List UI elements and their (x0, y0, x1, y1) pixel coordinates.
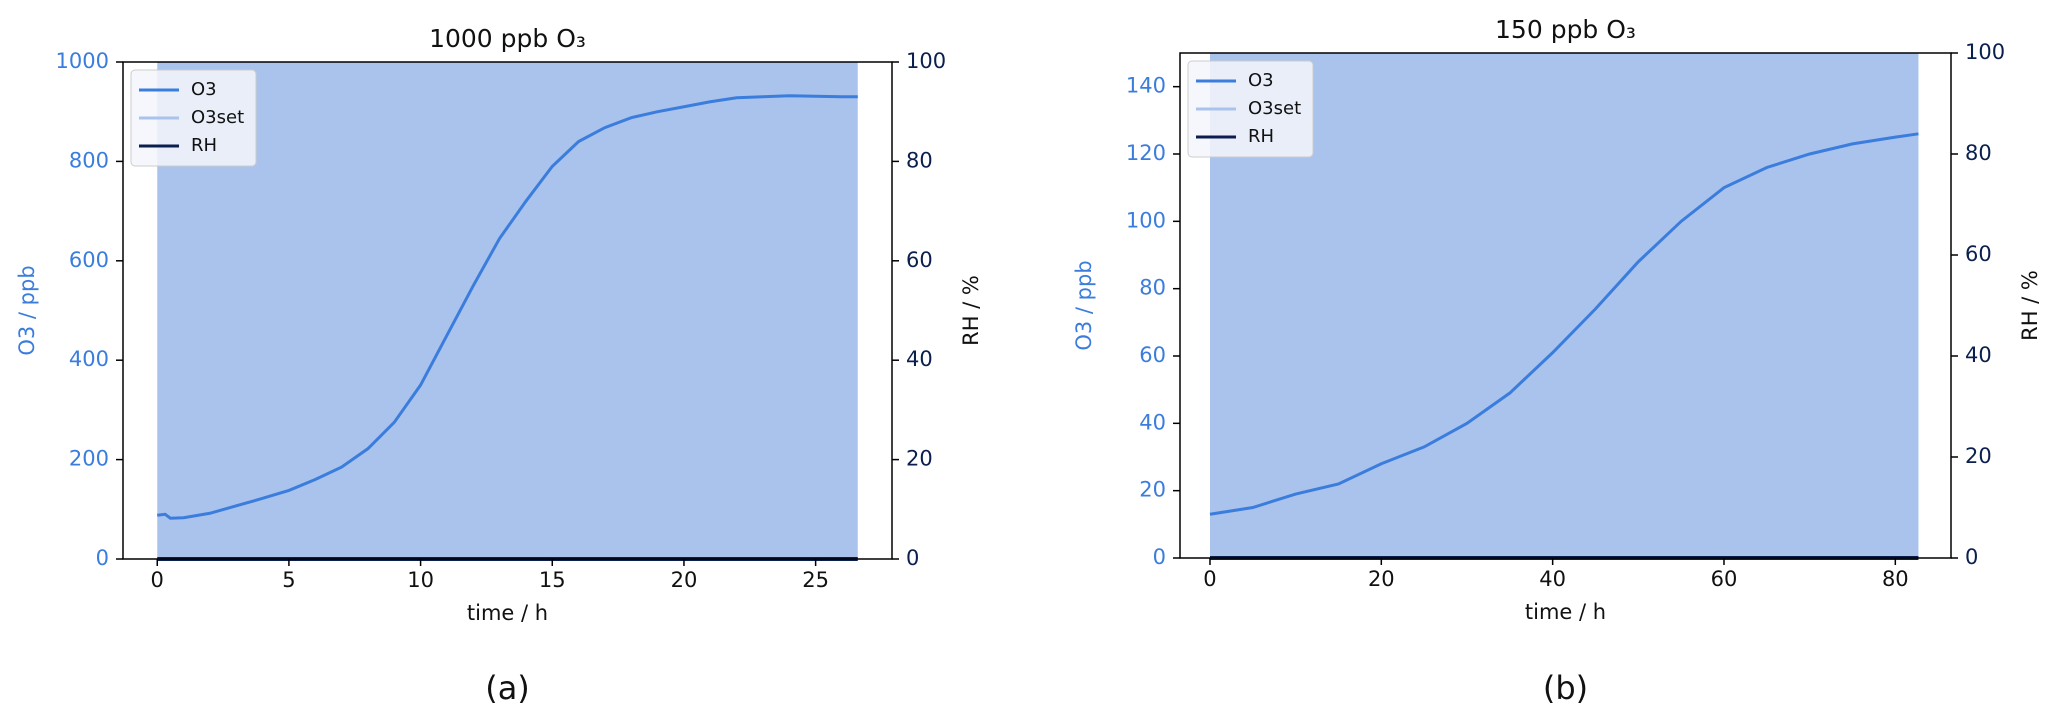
x-tick-label: 20 (1368, 567, 1395, 591)
y2-tick-label: 80 (906, 148, 933, 172)
y2-tick-label: 60 (906, 248, 933, 272)
area (1209, 53, 1919, 558)
y2-tick-label: 100 (906, 49, 946, 73)
legend-label: RH (1248, 126, 1274, 147)
y2-tick-label: 40 (906, 347, 933, 371)
y-tick-label: 400 (69, 347, 109, 371)
y2-tick-label: 20 (906, 447, 933, 471)
x-tick-label: 10 (407, 568, 434, 592)
y-tick-label: 60 (1139, 343, 1166, 367)
y-tick-label: 140 (1126, 74, 1166, 98)
y2-tick-label: 100 (1965, 40, 2005, 64)
caption: (a) (485, 669, 530, 707)
legend-box (1187, 60, 1314, 158)
y-tick-label: 1000 (56, 49, 109, 73)
y-tick-label: 0 (1153, 545, 1166, 569)
y-tick-label: 200 (69, 447, 109, 471)
plot-frame (1179, 52, 1952, 559)
y-tick-label: 800 (69, 148, 109, 172)
y-tick-label: 600 (69, 248, 109, 272)
x-tick-label: 20 (671, 568, 698, 592)
x-tick-label: 80 (1882, 567, 1909, 591)
x-axis-label: time / h (467, 601, 548, 625)
legend-label: O3set (191, 107, 244, 128)
y-tick-label: 100 (1126, 208, 1166, 232)
y-axis-label: O3 / ppb (15, 265, 39, 355)
y2-tick-label: 20 (1965, 444, 1992, 468)
x-axis-label: time / h (1525, 600, 1606, 624)
y2-tick-label: 0 (1965, 545, 1978, 569)
line (1209, 132, 1919, 516)
y2-axis-label: RH / % (959, 275, 983, 346)
y2-axis-label: RH / % (2018, 270, 2042, 341)
y-tick-label: 0 (96, 546, 109, 570)
chart-title: 1000 ppb O₃ (429, 24, 586, 53)
caption: (b) (1543, 669, 1588, 707)
y-tick-label: 120 (1126, 141, 1166, 165)
y-tick-label: 80 (1139, 276, 1166, 300)
x-tick-label: 25 (802, 568, 829, 592)
area (157, 62, 858, 559)
y2-tick-label: 60 (1965, 242, 1992, 266)
y-tick-label: 20 (1139, 478, 1166, 502)
legend-box (130, 69, 257, 167)
y-tick-label: 40 (1139, 410, 1166, 434)
x-tick-label: 60 (1711, 567, 1738, 591)
x-tick-label: 0 (1203, 567, 1216, 591)
legend-label: O3 (1248, 70, 1274, 91)
y-axis-label: O3 / ppb (1072, 260, 1096, 350)
x-tick-label: 40 (1539, 567, 1566, 591)
x-tick-label: 15 (539, 568, 566, 592)
plot-frame (122, 61, 893, 560)
chart-title: 150 ppb O₃ (1495, 15, 1636, 44)
x-tick-label: 0 (151, 568, 164, 592)
legend-label: O3set (1248, 98, 1301, 119)
x-tick-label: 5 (282, 568, 295, 592)
y2-tick-label: 80 (1965, 141, 1992, 165)
line (157, 94, 858, 520)
legend-label: O3 (191, 79, 217, 100)
y2-tick-label: 0 (906, 546, 919, 570)
legend-label: RH (191, 135, 217, 156)
y2-tick-label: 40 (1965, 343, 1992, 367)
